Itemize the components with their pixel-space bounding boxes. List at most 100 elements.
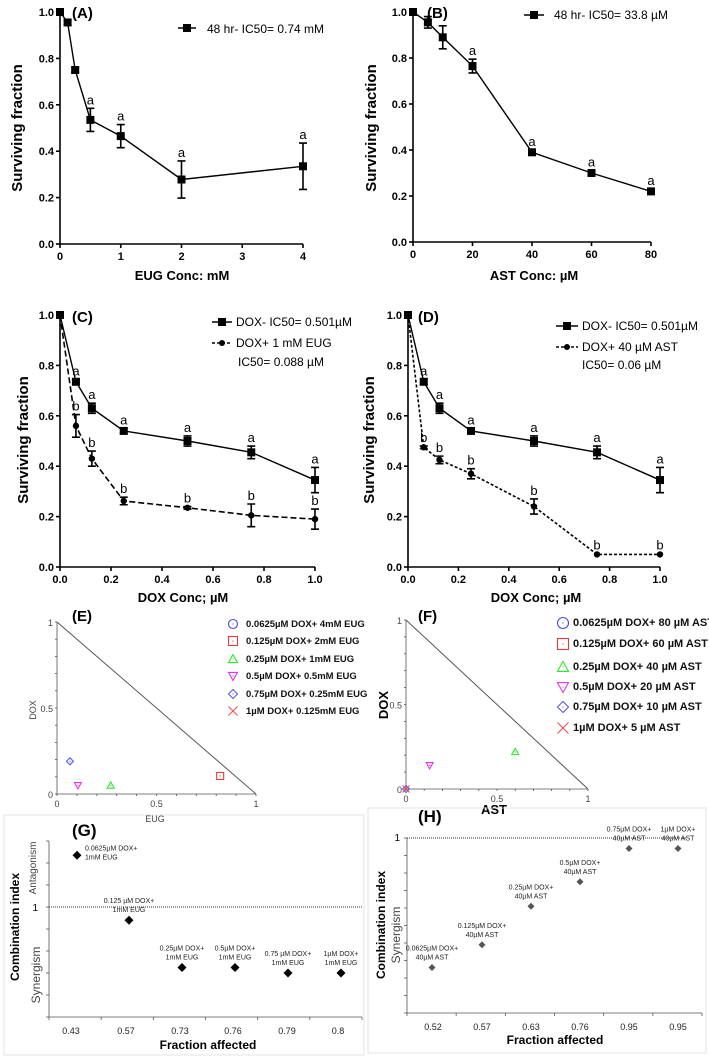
x-tick-label: 0 <box>403 794 408 804</box>
significance-label: a <box>72 363 80 378</box>
y-tick-label: 0.0 <box>387 562 402 574</box>
marker-center-dot <box>429 764 431 766</box>
legend-marker <box>218 318 226 326</box>
marker-center-dot <box>232 693 234 695</box>
marker-center-dot <box>232 623 234 625</box>
marker-center-dot <box>232 675 234 677</box>
point-label-line2: 1mM EUG <box>219 955 252 962</box>
x-axis-label: EUG Conc: mM <box>135 268 230 283</box>
marker-center-dot <box>232 640 234 642</box>
x-tick-label: 0.0 <box>400 574 415 586</box>
x-tick-label: 0.2 <box>451 574 466 586</box>
data-point <box>587 169 596 177</box>
x-tick-label: 1 <box>253 799 258 809</box>
significance-label: b <box>420 430 427 445</box>
point-label-line2: 1mM EUG <box>166 955 199 962</box>
x-tick-label: 0.5 <box>150 799 163 809</box>
legend-marker <box>183 24 191 32</box>
x-tick-label: 1 <box>118 251 124 263</box>
x-tick-label: 0.8 <box>602 574 617 586</box>
data-point <box>402 785 410 793</box>
x-tick-label: 0.2 <box>103 574 118 586</box>
data-point <box>423 18 432 27</box>
data-point <box>72 422 80 430</box>
legend-marker <box>557 722 569 734</box>
y-tick-label: 0.5 <box>40 704 53 714</box>
legend-label: 0.75µM DOX+ 10 µM AST <box>573 701 702 713</box>
x-tick-label: 0 <box>410 249 416 261</box>
x-tick-label: 0.73 <box>171 1026 189 1036</box>
y-axis-label: Surviving fraction <box>9 64 26 192</box>
x-tick-label: 3 <box>239 251 245 263</box>
point-label-line2: 40µM AST <box>564 869 598 876</box>
data-point <box>510 747 520 756</box>
significance-label: a <box>117 109 125 124</box>
significance-label: a <box>88 387 96 402</box>
significance-label: a <box>588 155 596 170</box>
data-point <box>625 845 633 852</box>
significance-label: a <box>311 451 319 466</box>
significance-label: b <box>656 538 663 553</box>
data-point <box>299 162 307 171</box>
point-label-line2: 1mM EUG <box>85 854 118 861</box>
x-tick-label: 0 <box>57 251 63 263</box>
y-axis-label: Combination index <box>374 871 388 979</box>
x-tick-label: 40 <box>526 249 538 261</box>
data-point <box>124 915 134 925</box>
marker-center-dot <box>110 784 112 787</box>
y-tick-label: 0.2 <box>392 191 407 203</box>
y-tick-label: 0.8 <box>387 360 402 372</box>
legend-label: DOX+ 40 µM AST <box>582 340 679 354</box>
x-tick-label: 0.57 <box>473 1022 491 1032</box>
y-tick-label: 1.0 <box>387 310 402 322</box>
y-axis-label: DOX <box>376 691 391 720</box>
x-tick-label: 0.57 <box>117 1026 135 1036</box>
legend-marker <box>227 653 239 664</box>
x-tick-label: 0.63 <box>522 1022 540 1032</box>
data-point <box>247 448 256 457</box>
data-point <box>87 404 96 413</box>
significance-label: a <box>178 145 186 160</box>
y-tick-label: 0.4 <box>387 461 403 473</box>
data-point <box>593 551 601 558</box>
y-tick-label: 0.8 <box>392 53 407 65</box>
data-point <box>593 448 601 457</box>
x-tick-label: 0.76 <box>224 1026 242 1036</box>
significance-label: a <box>184 420 192 435</box>
series-line <box>412 11 652 193</box>
x-tick-label: 1.0 <box>307 574 322 586</box>
point-label-line2: 1mM EUG <box>325 960 358 967</box>
legend-label: 0.5µM DOX+ 20 µM AST <box>573 681 696 693</box>
x-tick-label: 0.5 <box>491 794 504 804</box>
x-tick-label: 0.0 <box>52 574 67 586</box>
legend-label: 1µM DOX+ 5 µM AST <box>573 722 681 734</box>
panel-label: (A) <box>72 5 93 22</box>
data-point <box>119 426 128 435</box>
x-tick-label: 0.95 <box>669 1022 687 1032</box>
data-point <box>177 963 187 972</box>
significance-label: b <box>436 440 443 455</box>
panel-frame <box>3 814 365 1056</box>
y-tick-label: 0.4 <box>39 461 55 473</box>
data-point <box>71 377 80 386</box>
significance-label: a <box>120 412 128 427</box>
y-tick-label: 0 <box>48 790 53 800</box>
data-point <box>656 476 664 485</box>
significance-label: a <box>469 43 477 58</box>
y-tick-label: 0.6 <box>39 100 54 112</box>
legend-label: 0.75µM DOX+ 0.25mM EUG <box>246 689 367 700</box>
reference-line-label: 1 <box>32 903 38 914</box>
x-axis-label: DOX Conc; µM <box>138 590 229 605</box>
y-tick-label: 0.0 <box>39 239 54 251</box>
data-point <box>216 771 225 780</box>
point-label-line1: 0.125µM DOX+ <box>458 923 507 930</box>
point-label-line1: 1µM DOX+ <box>324 951 359 958</box>
significance-label: b <box>120 481 127 496</box>
x-tick-label: 0.6 <box>552 574 567 586</box>
point-label-line1: 0.25µM DOX+ <box>160 946 205 953</box>
significance-label: a <box>593 430 601 445</box>
legend-label: 0.5µM DOX+ 0.5mM EUG <box>246 671 357 682</box>
data-point <box>647 187 655 196</box>
additivity-line <box>405 619 589 790</box>
